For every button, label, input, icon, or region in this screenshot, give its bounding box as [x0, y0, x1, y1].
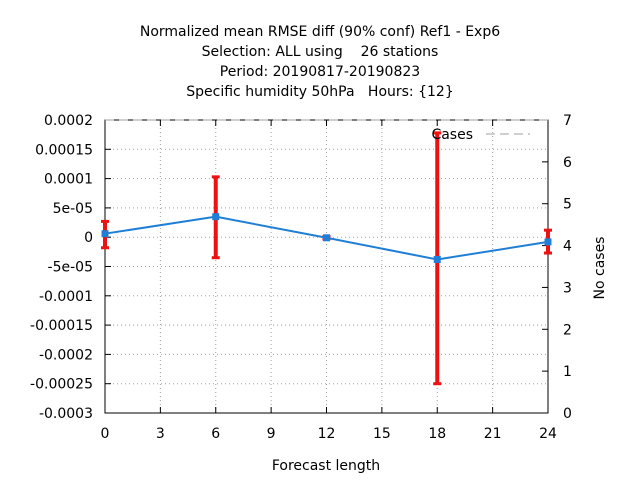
x-axis-label: Forecast length — [272, 458, 380, 474]
y2-tick-label: 3 — [563, 280, 572, 296]
data-point — [323, 234, 330, 242]
series — [101, 119, 552, 386]
title-line-4: Specific humidity 50hPa Hours: {12} — [186, 84, 453, 100]
x-tick-label: 12 — [318, 426, 336, 442]
y-tick-label: -0.00015 — [30, 318, 93, 334]
data-point — [544, 238, 552, 246]
y-tick-label: 0.00015 — [35, 142, 93, 158]
ticks: 0 3 6 9 12 15 18 21 240.00020.000150.00015e-050-… — [30, 113, 572, 442]
data-point — [433, 255, 441, 263]
y2-tick-label: 0 — [563, 406, 572, 422]
chart-title: Normalized mean RMSE diff (90% conf) Ref… — [140, 24, 500, 100]
y-tick-label: -0.0003 — [39, 406, 93, 422]
y2-tick-label: 4 — [563, 239, 572, 255]
y-tick-label: -5e-05 — [48, 260, 93, 276]
y-tick-label: 0 — [84, 230, 93, 246]
x-tick-label: 9 — [267, 426, 276, 442]
y2-tick-label: 7 — [563, 113, 572, 129]
x-tick-label: 21 — [484, 426, 502, 442]
y-tick-label: -0.00025 — [30, 377, 93, 393]
x-tick-label: 3 — [156, 426, 165, 442]
y2-tick-label: 2 — [563, 322, 572, 338]
grid — [105, 120, 548, 413]
title-line-1: Normalized mean RMSE diff (90% conf) Ref… — [140, 24, 500, 40]
y-tick-label: -0.0001 — [39, 289, 93, 305]
legend: Cases — [431, 127, 530, 143]
y2-tick-label: 5 — [563, 197, 572, 213]
y2-tick-label: 1 — [563, 364, 572, 380]
x-tick-label: 15 — [373, 426, 391, 442]
y-tick-label: 5e-05 — [53, 201, 93, 217]
x-tick-label: 0 — [101, 426, 110, 442]
legend-label-cases: Cases — [431, 127, 473, 143]
x-tick-label: 18 — [428, 426, 446, 442]
x-tick-label: 6 — [211, 426, 220, 442]
title-line-2: Selection: ALL using 26 stations — [202, 44, 439, 60]
data-point — [101, 230, 109, 238]
x-tick-label: 24 — [539, 426, 557, 442]
title-line-3: Period: 20190817-20190823 — [220, 64, 420, 80]
y2-tick-label: 6 — [563, 155, 572, 171]
data-point — [212, 213, 220, 221]
y-tick-label: 0.0002 — [44, 113, 93, 129]
y-tick-label: -0.0002 — [39, 347, 93, 363]
y-tick-label: 0.0001 — [44, 172, 93, 188]
y2-axis-label: No cases — [592, 237, 608, 300]
